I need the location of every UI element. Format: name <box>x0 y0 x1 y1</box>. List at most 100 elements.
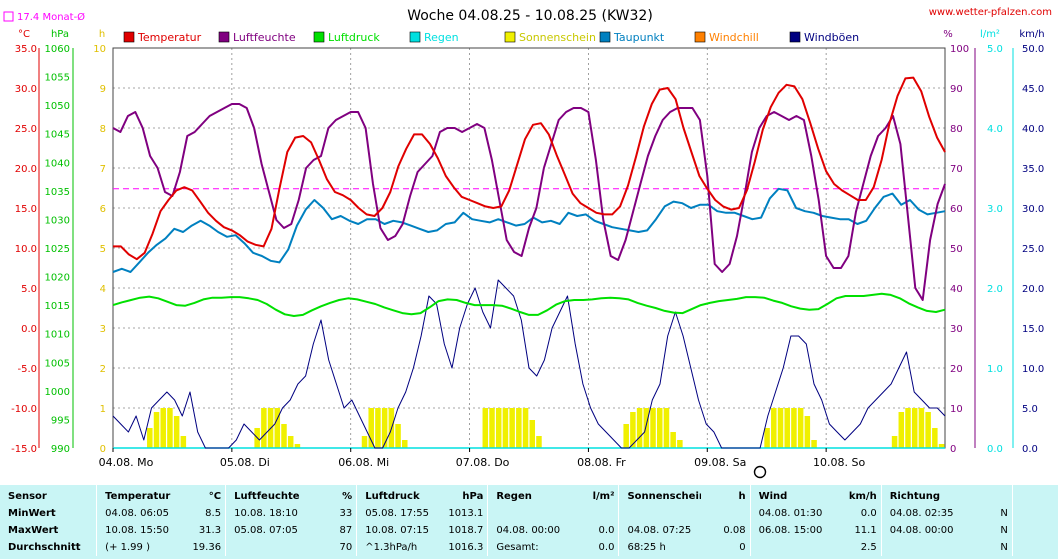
stats-value: 2.5 <box>860 542 877 553</box>
tick-label-celsius: -10.0 <box>11 404 37 415</box>
tick-label-hpa: 995 <box>51 415 70 426</box>
stats-header-temp-unit: °C <box>208 491 222 502</box>
tick-label-kmh: 40.0 <box>1022 124 1044 135</box>
tick-label-percent: 10 <box>950 404 963 415</box>
stats-cell: 10.08. 07:15 <box>356 522 439 539</box>
axis-unit-hours: h <box>99 29 105 40</box>
stats-value: 70 <box>339 542 353 553</box>
tick-label-kmh: 25.0 <box>1022 244 1044 255</box>
tick-label-kmh: 0.0 <box>1022 444 1038 455</box>
tick-label-rain: 5.0 <box>987 44 1003 55</box>
tick-label-percent: 90 <box>950 84 963 95</box>
sunshine-bar <box>650 408 656 448</box>
sunshine-bar <box>173 416 180 448</box>
sunshine-bar <box>891 436 898 448</box>
legend-swatch-temp <box>123 31 135 43</box>
legend-label-sun: Sonnenschein <box>519 31 596 44</box>
stats-value: 0.0 <box>598 525 615 536</box>
site-link[interactable]: www.wetter-pfalzen.com <box>929 7 1052 18</box>
tick-label-celsius: 20.0 <box>15 164 37 175</box>
sunshine-bar <box>938 444 945 448</box>
tick-label-hours: 6 <box>100 204 106 215</box>
stats-value <box>701 505 750 522</box>
stats-header-wind-unit: km/h <box>848 491 877 502</box>
tick-label-hpa: 1060 <box>45 44 70 55</box>
stats-header-press: Luftdruck <box>356 485 439 505</box>
stats-value: 87 <box>339 525 353 536</box>
x-tick-label: 04.08. Mo <box>99 456 154 469</box>
stats-cell: 04.08. 06:05 <box>96 505 179 522</box>
monthly-avg-marker <box>3 11 14 22</box>
sunshine-bar <box>623 424 629 448</box>
sunshine-bar <box>925 412 931 448</box>
legend-swatch-sun <box>504 31 516 43</box>
sunshine-bar <box>281 424 287 448</box>
stats-value: 0.0 <box>860 508 877 519</box>
legend-swatch-gust <box>789 31 801 43</box>
weather-chart: Woche 04.08.25 - 10.08.25 (KW32) www.wet… <box>3 7 1052 479</box>
tick-label-hours: 5 <box>100 244 106 255</box>
sunshine-bar <box>294 444 301 448</box>
stats-header-sun: Sonnenschein <box>618 485 702 505</box>
stats-cell: Gesamt: <box>487 539 571 556</box>
tick-label-kmh: 30.0 <box>1022 204 1044 215</box>
sunshine-bar <box>502 408 509 448</box>
tick-label-hours: 7 <box>100 164 106 175</box>
monthly-avg-label: 17.4 Monat-Ø <box>17 11 85 23</box>
stats-row-avg: Durchschnitt (+ 1.99 ) 19.36 70 ^1.3hPa/… <box>0 539 1058 556</box>
stats-header-rain-unit: l/m² <box>592 491 615 502</box>
stats-row-label: MaxWert <box>8 525 59 536</box>
stats-value: 0.0 <box>598 542 615 553</box>
sunshine-bar <box>811 440 817 448</box>
stats-cell: ^1.3hPa/h <box>356 539 439 556</box>
stats-cell: 04.08. 00:00 <box>487 522 571 539</box>
stats-row-min: MinWert 04.08. 06:05 8.5 10.08. 18:10 33… <box>0 505 1058 522</box>
x-tick-label: 09.08. Sa <box>694 456 746 469</box>
x-axis-labels: 04.08. Mo 05.08. Di 06.08. Mi 07.08. Do 08.0… <box>99 448 866 469</box>
x-tick-label: 05.08. Di <box>220 456 270 469</box>
tick-label-rain: 4.0 <box>987 124 1003 135</box>
tick-label-celsius: 5.0 <box>21 284 37 295</box>
sunshine-bar <box>529 420 536 448</box>
legend-label-humidity: Luftfeuchte <box>233 31 296 44</box>
stats-cell: 10.08. 18:10 <box>225 505 308 522</box>
tick-label-celsius: -5.0 <box>17 364 37 375</box>
chart-title: Woche 04.08.25 - 10.08.25 (KW32) <box>407 8 653 24</box>
stats-value <box>570 505 619 522</box>
sunshine-bar <box>771 408 777 448</box>
series-layer <box>112 76 946 449</box>
sunshine-bar <box>395 424 401 448</box>
legend: Temperatur Luftfeuchte Luftdruck Regen Sonne… <box>123 31 859 44</box>
axis-unit-rain: l/m² <box>980 29 1000 40</box>
sunshine-bar <box>797 408 804 448</box>
stats-cell: 05.08. 07:05 <box>225 522 308 539</box>
tick-label-kmh: 35.0 <box>1022 164 1044 175</box>
sunshine-bar <box>402 440 408 448</box>
stats-row-label: Durchschnitt <box>8 542 81 553</box>
tick-label-hours: 10 <box>93 44 106 55</box>
tick-label-percent: 100 <box>950 44 969 55</box>
axis-unit-celsius: °C <box>18 29 30 40</box>
stats-header-temp: Temperatur <box>96 485 179 505</box>
sunshine-bar <box>663 408 670 448</box>
sunshine-bar <box>180 436 187 448</box>
sunshine-bar <box>777 408 784 448</box>
stats-cell: 04.08. 00:00 <box>880 522 964 539</box>
stats-header-press-unit: hPa <box>462 491 484 502</box>
tick-label-hours: 4 <box>100 284 106 295</box>
stats-value: 33 <box>339 508 353 519</box>
stats-cell: 04.08. 01:30 <box>749 505 833 522</box>
tick-label-hpa: 1005 <box>45 358 70 369</box>
tick-label-celsius: 35.0 <box>15 44 37 55</box>
legend-label-gust: Windböen <box>804 31 859 44</box>
tick-label-hpa: 1040 <box>45 158 70 169</box>
stats-value: 1013.1 <box>448 508 484 519</box>
series-line-gust <box>112 279 946 449</box>
stats-header-sun-unit: h <box>738 491 746 502</box>
calm-icon <box>753 465 767 479</box>
tick-label-hpa: 1045 <box>45 130 70 141</box>
legend-label-temp: Temperatur <box>137 31 202 44</box>
tick-label-kmh: 10.0 <box>1022 364 1044 375</box>
stats-row-max: MaxWert 10.08. 15:50 31.3 05.08. 07:05 8… <box>0 522 1058 539</box>
stats-value: 19.36 <box>192 542 222 553</box>
